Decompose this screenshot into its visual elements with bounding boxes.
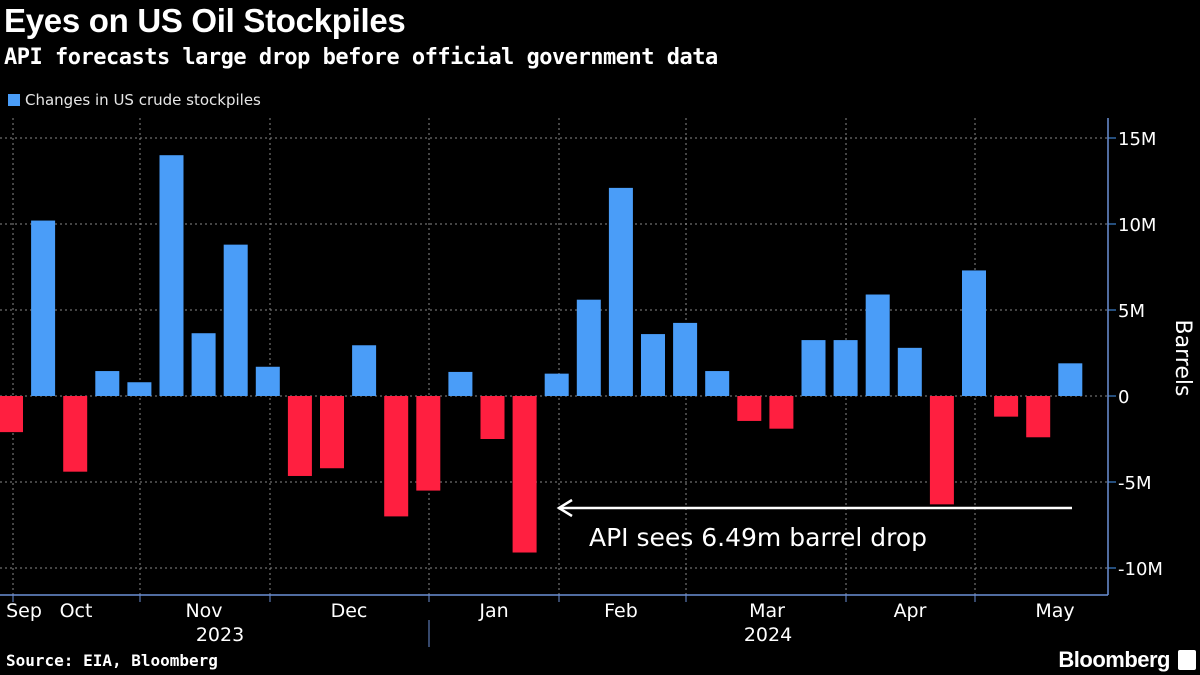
y-tick-label: 15M	[1118, 129, 1156, 150]
bar	[223, 244, 248, 396]
bar	[31, 220, 56, 396]
x-month-label: Nov	[185, 600, 222, 622]
bar	[576, 299, 601, 396]
bar	[191, 333, 216, 396]
bar	[641, 334, 665, 396]
bar	[512, 396, 537, 553]
bar	[769, 396, 794, 429]
bar	[287, 396, 312, 476]
bar	[255, 366, 280, 396]
y-tick-label: 0	[1118, 387, 1129, 408]
annotation-arrowhead	[556, 498, 573, 518]
x-month-label: May	[1035, 600, 1074, 622]
y-tick-label: 5M	[1118, 301, 1145, 322]
chart-title: Eyes on US Oil Stockpiles	[4, 2, 406, 39]
bar	[384, 396, 409, 517]
bar	[865, 294, 890, 396]
bar	[608, 187, 633, 396]
bar	[352, 345, 377, 396]
bar	[63, 396, 88, 472]
bar	[448, 371, 473, 396]
legend-label: Changes in US crude stockpiles	[25, 91, 261, 109]
y-tick-label: -10M	[1118, 559, 1163, 580]
bar	[962, 270, 986, 396]
bar	[159, 155, 184, 396]
x-month-label: Feb	[604, 600, 638, 622]
bar	[897, 347, 922, 396]
annotation-label: API sees 6.49m barrel drop	[589, 523, 927, 552]
x-month-label: Sep	[6, 600, 42, 622]
bar	[127, 382, 152, 396]
bar	[416, 396, 441, 491]
y-tick-label: -5M	[1118, 473, 1151, 494]
bar	[95, 371, 120, 396]
x-month-label: Jan	[478, 600, 508, 622]
x-year-label: 2023	[196, 624, 244, 646]
chart-subtitle: API forecasts large drop before official…	[4, 45, 718, 70]
bar	[1026, 396, 1051, 438]
y-axis-label: Barrels	[1170, 320, 1195, 397]
bar	[320, 396, 344, 469]
bar	[929, 396, 954, 505]
bar	[737, 396, 762, 421]
bar	[673, 322, 698, 396]
legend: Changes in US crude stockpiles	[8, 91, 261, 109]
bar	[801, 340, 826, 396]
x-month-label: Apr	[894, 600, 927, 622]
bar	[833, 340, 858, 396]
bloomberg-logo: Bloomberg	[1058, 647, 1170, 672]
bar	[705, 371, 730, 396]
x-month-label: Oct	[60, 600, 93, 622]
bar	[994, 396, 1019, 417]
bar	[0, 396, 23, 433]
x-month-label: Dec	[331, 600, 368, 622]
x-month-label: Mar	[749, 600, 785, 622]
bar	[1058, 363, 1083, 396]
bar	[544, 373, 569, 396]
legend-swatch	[8, 94, 20, 106]
bar	[480, 396, 505, 439]
source-note: Source: EIA, Bloomberg	[6, 651, 218, 670]
y-tick-label: 10M	[1118, 215, 1156, 236]
x-year-label: 2024	[744, 624, 792, 646]
bloomberg-chart-icon	[1178, 650, 1196, 670]
